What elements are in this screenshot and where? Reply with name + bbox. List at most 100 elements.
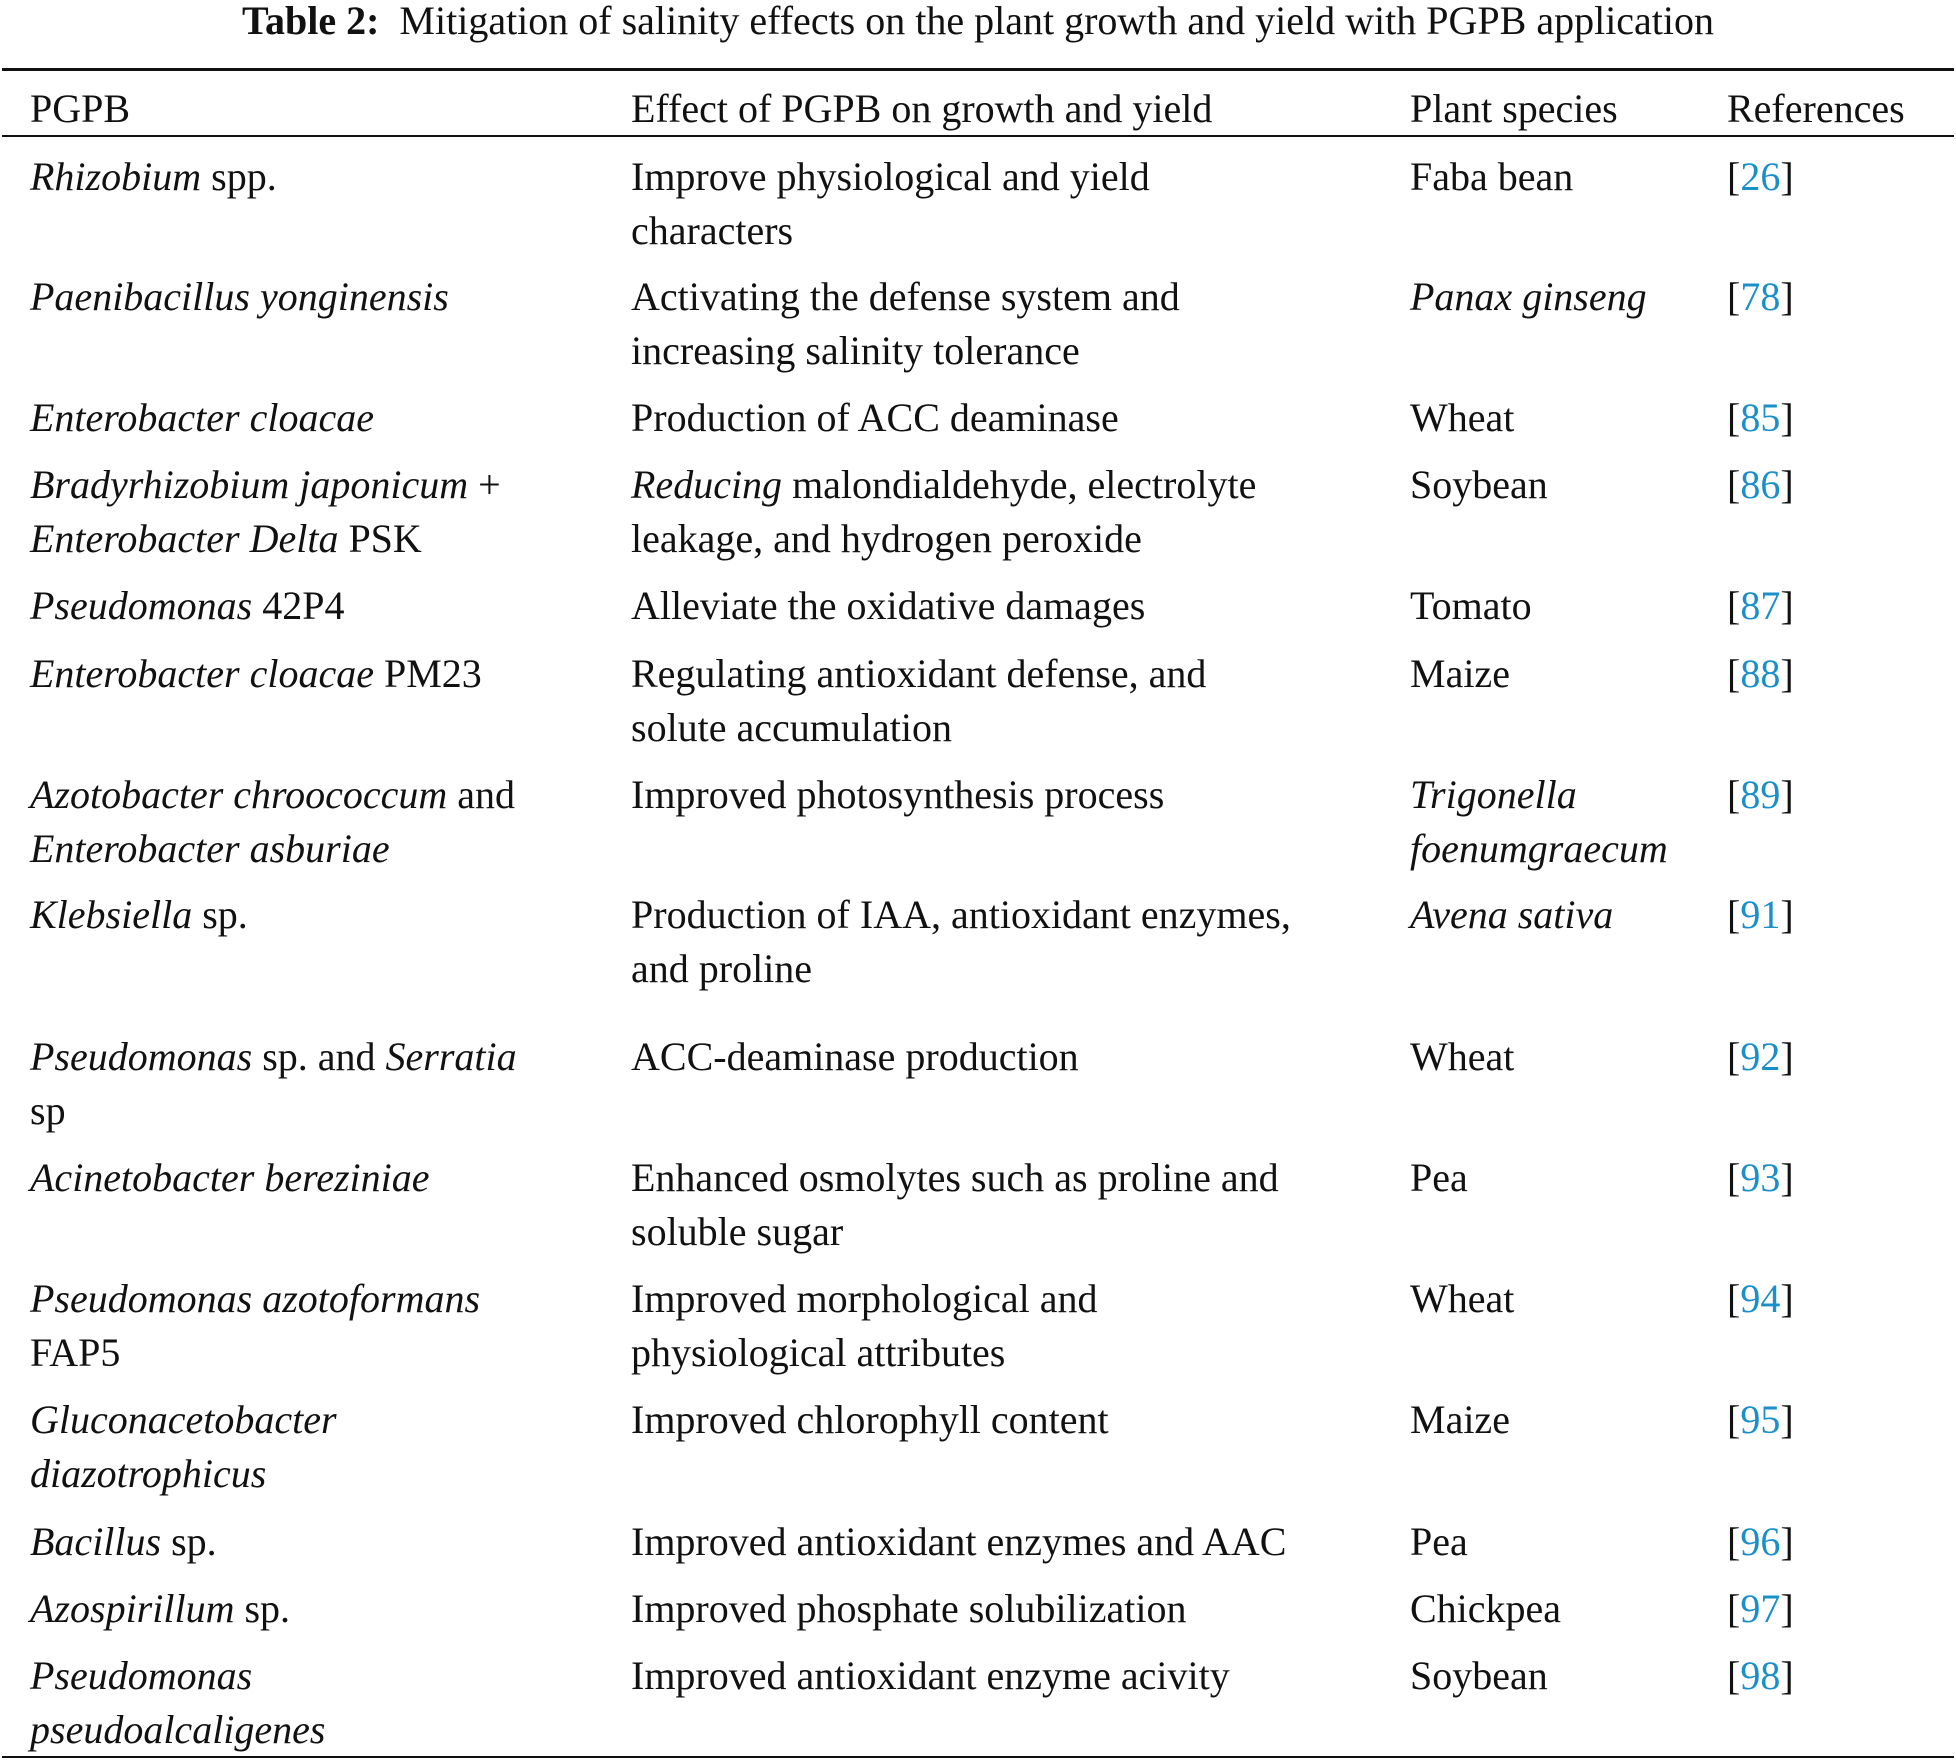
cell-reference: [95]: [1727, 1393, 1794, 1447]
reference-link[interactable]: 94: [1740, 1276, 1781, 1321]
reference-link[interactable]: 98: [1740, 1653, 1781, 1698]
cell-species: Soybean: [1410, 1649, 1548, 1703]
italic-text: Pseudomonas: [30, 583, 253, 628]
reference-link[interactable]: 97: [1740, 1586, 1781, 1631]
reference-link[interactable]: 86: [1740, 462, 1781, 507]
cell-line: pseudoalcaligenes: [30, 1703, 326, 1757]
cell-line: diazotrophicus: [30, 1447, 337, 1501]
text: 42P4: [252, 583, 345, 628]
cell-pgpb: Pseudomonas 42P4: [30, 579, 344, 633]
cell-line: Alleviate the oxidative damages: [631, 579, 1145, 633]
bracket: ]: [1780, 892, 1794, 937]
text: sp: [30, 1088, 66, 1133]
cell-pgpb: Azotobacter chroococcum and Enterobacter …: [30, 768, 515, 876]
bracket: [: [1727, 1034, 1741, 1079]
reference-link[interactable]: 26: [1740, 154, 1781, 199]
cell-pgpb: Bacillus sp.: [30, 1515, 217, 1569]
cell-line: Enterobacter cloacae PM23: [30, 647, 482, 701]
bracket: ]: [1780, 395, 1794, 440]
italic-text: Trigonella: [1410, 772, 1577, 817]
cell-effect: Regulating antioxidant defense, and solut…: [631, 647, 1206, 755]
italic-text: Rhizobium: [30, 154, 202, 199]
bracket: [: [1727, 462, 1741, 507]
cell-line: Chickpea: [1410, 1582, 1561, 1636]
text: Improved photosynthesis process: [631, 772, 1165, 817]
bracket: ]: [1780, 1519, 1794, 1564]
text: Pea: [1410, 1155, 1468, 1200]
reference-link[interactable]: 96: [1740, 1519, 1781, 1564]
cell-line: foenumgraecum: [1410, 822, 1668, 876]
cell-line: Activating the defense system and: [631, 270, 1180, 324]
bracket: [: [1727, 1653, 1741, 1698]
cell-effect: Production of ACC deaminase: [631, 391, 1119, 445]
bracket: [: [1727, 583, 1741, 628]
italic-text: Pseudomonas azotoformans: [30, 1276, 481, 1321]
cell-effect: Activating the defense system and increas…: [631, 270, 1180, 378]
cell-line: Panax ginseng: [1410, 270, 1647, 324]
cell-effect: Improved phosphate solubilization: [631, 1582, 1186, 1636]
text: physiological attributes: [631, 1330, 1006, 1375]
cell-line: Improved antioxidant enzymes and AAC: [631, 1515, 1286, 1569]
italic-text: Pseudomonas: [30, 1034, 253, 1079]
reference-link[interactable]: 92: [1740, 1034, 1781, 1079]
top-rule: [2, 68, 1954, 71]
text: Maize: [1410, 651, 1510, 696]
cell-reference: [96]: [1727, 1515, 1794, 1569]
cell-species: Soybean: [1410, 458, 1548, 512]
cell-line: Maize: [1410, 1393, 1510, 1447]
text: Faba bean: [1410, 154, 1574, 199]
cell-species: Wheat: [1410, 1030, 1514, 1084]
italic-text: Panax ginseng: [1410, 274, 1647, 319]
text: spp.: [201, 154, 277, 199]
bracket: ]: [1780, 1586, 1794, 1631]
text: Wheat: [1410, 395, 1515, 440]
cell-pgpb: Enterobacter cloacae PM23: [30, 647, 482, 701]
bracket: ]: [1780, 1653, 1794, 1698]
cell-line: Pea: [1410, 1515, 1468, 1569]
cell-pgpb: Acinetobacter bereziniae: [30, 1151, 430, 1205]
cell-species: Maize: [1410, 647, 1510, 701]
reference-link[interactable]: 85: [1740, 395, 1781, 440]
table-title: Mitigation of salinity effects on the pl…: [399, 0, 1715, 43]
cell-line: Pseudomonas: [30, 1649, 326, 1703]
italic-text: diazotrophicus: [30, 1451, 267, 1496]
cell-pgpb: Bradyrhizobium japonicum + Enterobacter D…: [30, 458, 501, 566]
cell-pgpb: Klebsiella sp.: [30, 888, 248, 942]
text: and proline: [631, 946, 813, 991]
cell-line: Rhizobium spp.: [30, 150, 277, 204]
text: Improved antioxidant enzymes and AAC: [631, 1519, 1287, 1564]
cell-line: Improved phosphate solubilization: [631, 1582, 1186, 1636]
reference-link[interactable]: 87: [1740, 583, 1781, 628]
italic-text: Serratia: [385, 1034, 517, 1079]
cell-line: Improved chlorophyll content: [631, 1393, 1109, 1447]
text: malondialdehyde, electrolyte: [782, 462, 1257, 507]
bracket: ]: [1780, 1397, 1794, 1442]
reference-link[interactable]: 95: [1740, 1397, 1781, 1442]
header-effect: Effect of PGPB on growth and yield: [631, 86, 1213, 131]
reference-link[interactable]: 89: [1740, 772, 1781, 817]
italic-text: Pseudomonas: [30, 1653, 253, 1698]
italic-text: foenumgraecum: [1410, 826, 1668, 871]
bracket: ]: [1780, 1034, 1794, 1079]
cell-line: Azospirillum sp.: [30, 1582, 290, 1636]
reference-link[interactable]: 88: [1740, 651, 1781, 696]
cell-line: Reducing malondialdehyde, electrolyte: [631, 458, 1256, 512]
italic-text: Klebsiella: [30, 892, 193, 937]
text: Improved antioxidant enzyme acivity: [631, 1653, 1230, 1698]
cell-line: Maize: [1410, 647, 1510, 701]
cell-line: Faba bean: [1410, 150, 1573, 204]
bracket: ]: [1780, 462, 1794, 507]
text: and: [447, 772, 516, 817]
italic-text: Acinetobacter bereziniae: [30, 1155, 430, 1200]
cell-line: Avena sativa: [1410, 888, 1613, 942]
reference-link[interactable]: 78: [1740, 274, 1781, 319]
cell-effect: Improved photosynthesis process: [631, 768, 1164, 822]
cell-line: Enterobacter Delta PSK: [30, 512, 501, 566]
reference-link[interactable]: 91: [1740, 892, 1781, 937]
cell-species: Chickpea: [1410, 1582, 1561, 1636]
cell-pgpb: Enterobacter cloacae: [30, 391, 374, 445]
cell-effect: Improve physiological and yield character…: [631, 150, 1150, 258]
reference-link[interactable]: 93: [1740, 1155, 1781, 1200]
text: leakage, and hydrogen peroxide: [631, 516, 1142, 561]
text: sp.: [192, 892, 248, 937]
